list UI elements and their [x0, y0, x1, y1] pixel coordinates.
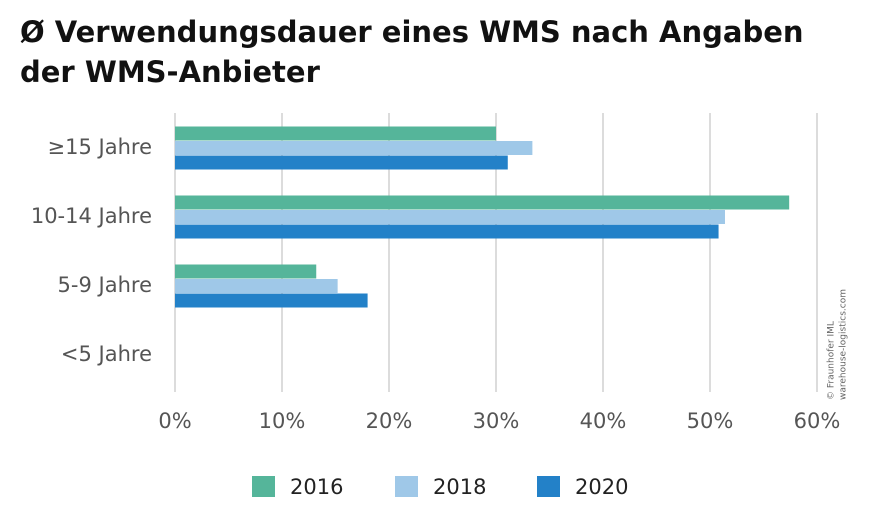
legend-label: 2016	[290, 475, 343, 499]
copyright: warehouse-logistics.com	[839, 289, 849, 400]
x-tick-label: 30%	[473, 409, 520, 433]
bar	[175, 264, 317, 279]
legend-swatch	[537, 476, 560, 497]
x-tick-label: 0%	[158, 409, 191, 433]
bar	[175, 141, 533, 155]
bar	[175, 224, 719, 239]
x-tick-label: 50%	[687, 409, 734, 433]
bar	[175, 126, 496, 141]
bar	[175, 210, 725, 224]
bar	[175, 293, 368, 308]
chart-title: der WMS-Anbieter	[20, 55, 321, 89]
x-tick-label: 20%	[366, 409, 413, 433]
legend-label: 2018	[433, 475, 486, 499]
y-tick-label: 10-14 Jahre	[31, 204, 152, 228]
y-tick-label: 5-9 Jahre	[58, 273, 152, 297]
y-tick-label: ≥15 Jahre	[48, 135, 152, 159]
x-tick-label: 60%	[794, 409, 841, 433]
bar	[175, 195, 790, 210]
copyright: © Fraunhofer IML	[827, 321, 837, 400]
chart-title: Ø Verwendungsdauer eines WMS nach Angabe…	[20, 15, 804, 49]
legend-swatch	[395, 476, 418, 497]
y-tick-label: <5 Jahre	[61, 342, 152, 366]
legend-swatch	[252, 476, 275, 497]
bar	[175, 155, 508, 170]
x-tick-label: 40%	[580, 409, 627, 433]
x-tick-label: 10%	[259, 409, 306, 433]
bar	[175, 279, 338, 293]
legend-label: 2020	[575, 475, 628, 499]
